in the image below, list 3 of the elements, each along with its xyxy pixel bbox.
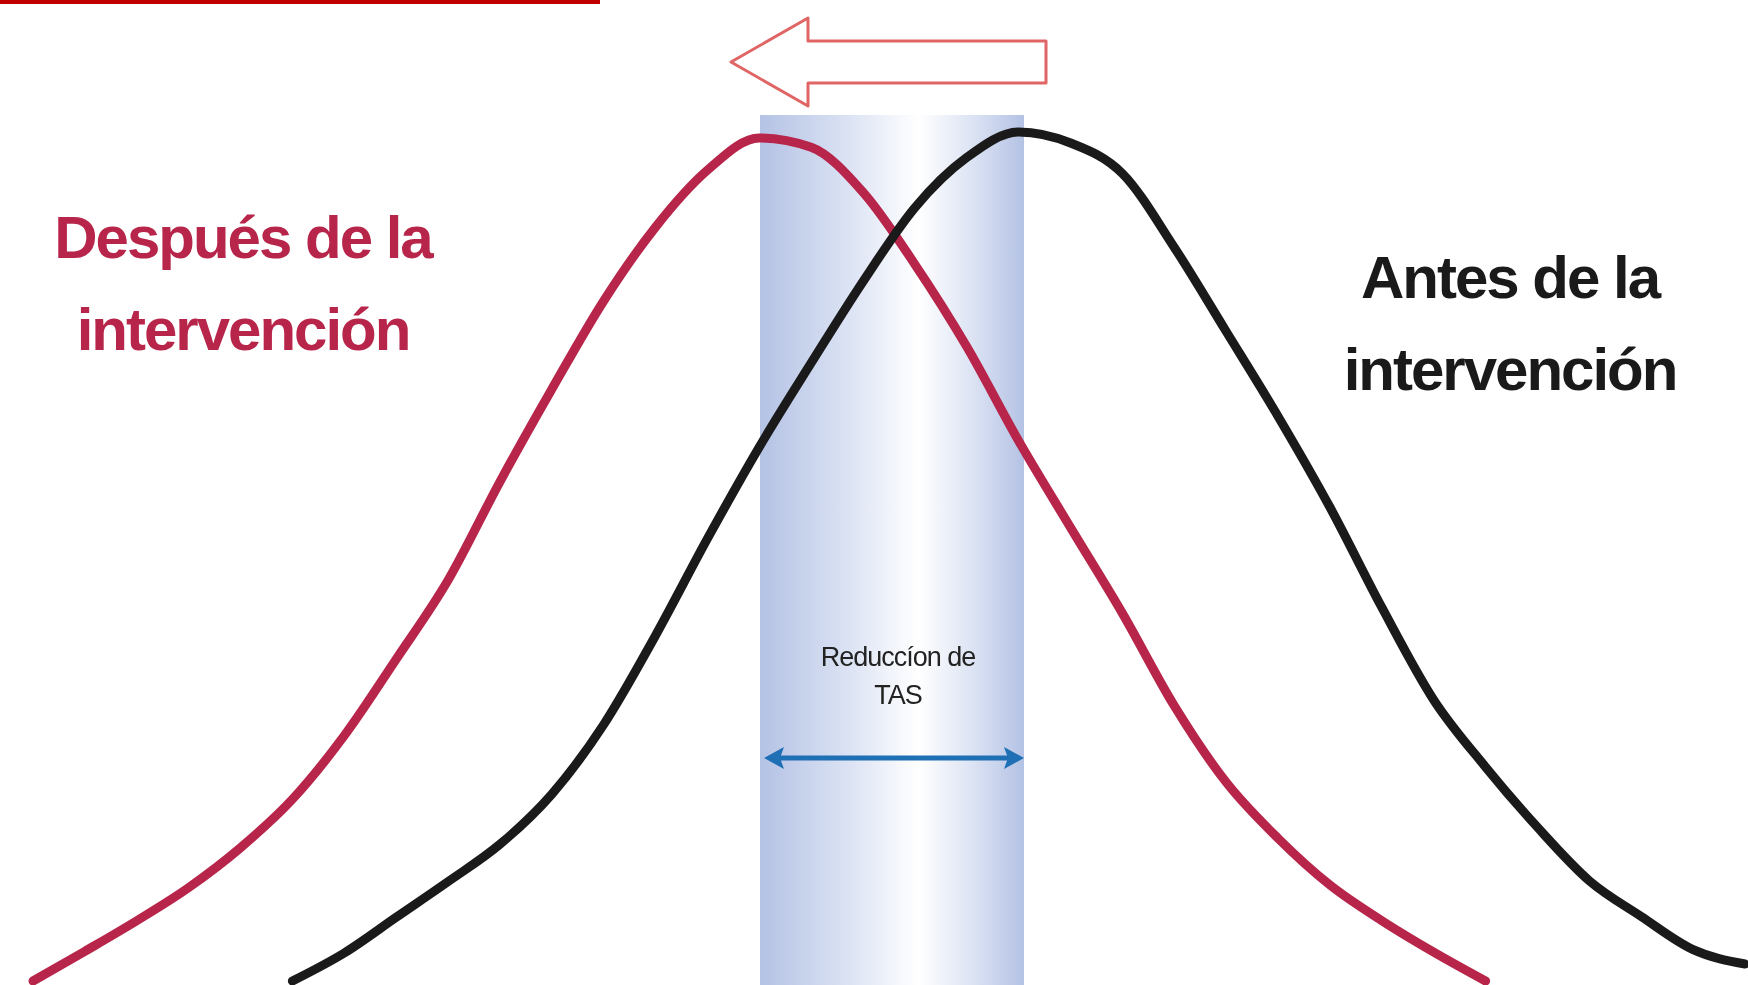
annotation: Reduccíon de TAS (819, 641, 977, 712)
series-label: Antes de la intervención (1342, 243, 1678, 405)
series-label: Después de la intervención (53, 203, 434, 365)
